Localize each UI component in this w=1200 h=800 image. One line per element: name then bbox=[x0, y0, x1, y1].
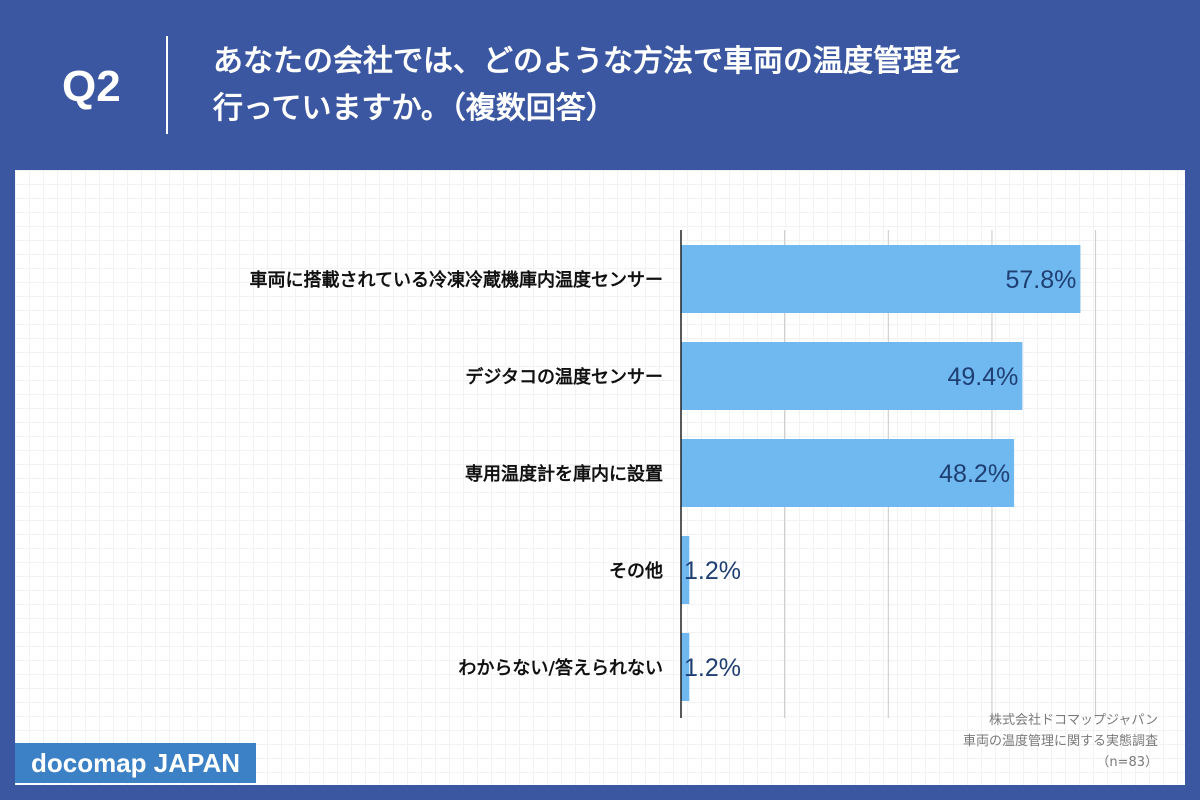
value-label: 1.2% bbox=[684, 654, 741, 682]
chart-panel: 車両に搭載されている冷凍冷蔵機庫内温度センサー 57.8% デジタコの温度センサー 4… bbox=[15, 170, 1185, 785]
category-label: 車両に搭載されている冷凍冷蔵機庫内温度センサー bbox=[250, 269, 663, 291]
bar bbox=[681, 439, 1015, 507]
bar bbox=[681, 633, 690, 701]
bar bbox=[681, 245, 1081, 313]
value-label: 48.2% bbox=[939, 460, 1010, 488]
value-label: 57.8% bbox=[1006, 266, 1077, 294]
docomap-logo: docomap JAPAN bbox=[15, 743, 256, 783]
header: Q2 あなたの会社では、どのような方法で車両の温度管理を 行っていますか。（複数… bbox=[0, 0, 1200, 170]
category-label: 専用温度計を庫内に設置 bbox=[465, 463, 663, 485]
question-text: あなたの会社では、どのような方法で車両の温度管理を 行っていますか。（複数回答） bbox=[213, 38, 1173, 132]
question-number: Q2 bbox=[62, 62, 121, 111]
value-label: 49.4% bbox=[947, 363, 1018, 391]
source-note: 株式会社ドコマップジャパン 車両の温度管理に関する実態調査 （n=83） bbox=[963, 710, 1158, 773]
bar bbox=[681, 536, 690, 604]
category-label: その他 bbox=[609, 560, 663, 582]
category-label: わからない/答えられない bbox=[458, 657, 663, 679]
question-line-2: 行っていますか。（複数回答） bbox=[213, 91, 616, 126]
source-sample-size: （n=83） bbox=[1096, 755, 1158, 770]
bar-chart: 車両に搭載されている冷凍冷蔵機庫内温度センサー 57.8% デジタコの温度センサー 4… bbox=[250, 230, 1097, 718]
category-label: デジタコの温度センサー bbox=[465, 366, 663, 388]
source-company: 株式会社ドコマップジャパン bbox=[988, 713, 1158, 728]
question-line-1: あなたの会社では、どのような方法で車両の温度管理を bbox=[213, 44, 963, 79]
header-divider bbox=[166, 36, 168, 134]
source-survey: 車両の温度管理に関する実態調査 bbox=[962, 734, 1158, 749]
value-label: 1.2% bbox=[684, 557, 741, 585]
bar bbox=[681, 342, 1023, 410]
